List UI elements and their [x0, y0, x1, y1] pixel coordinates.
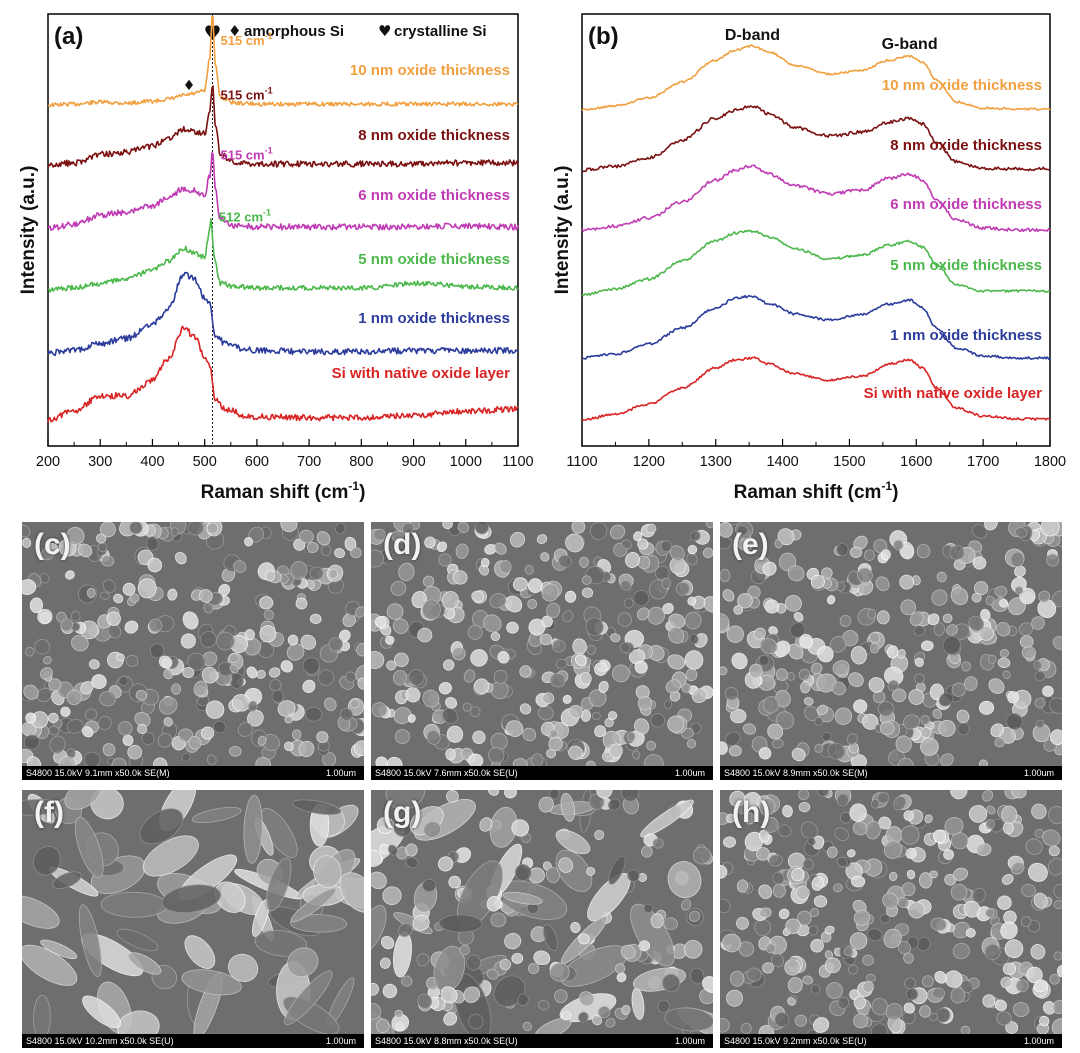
series-line	[581, 294, 1051, 360]
sem-info-bar: S4800 15.0kV 8.8mm x50.0k SE(U) 1.00um	[371, 1034, 713, 1048]
sem-image-c: (c) S4800 15.0kV 9.1mm x50.0k SE(M) 1.00um	[22, 522, 364, 780]
x-tick-label: 1400	[766, 454, 798, 470]
sem-info-bar: S4800 15.0kV 10.2mm x50.0k SE(U) 1.00um	[22, 1034, 364, 1048]
series-label: 10 nm oxide thickness	[350, 62, 510, 79]
legend-symbol: ♦	[228, 22, 241, 40]
y-axis-label: Intensity (a.u.)	[18, 166, 39, 295]
x-tick-label: 1600	[900, 454, 932, 470]
sem-panel-label: (f)	[34, 796, 64, 829]
sem-panel-label: (e)	[732, 528, 769, 561]
series-label: 6 nm oxide thickness	[890, 196, 1042, 213]
panel-label: (b)	[588, 23, 619, 50]
band-label: D-band	[725, 27, 780, 44]
x-tick-label: 400	[140, 454, 164, 470]
sem-info-bar: S4800 15.0kV 7.6mm x50.0k SE(U) 1.00um	[371, 766, 713, 780]
x-tick-label: 600	[245, 454, 269, 470]
amorphous-marker: ♦	[183, 78, 196, 94]
sem-scale-label: 1.00um	[1023, 768, 1054, 778]
x-tick-label: 1500	[833, 454, 865, 470]
series-label: 6 nm oxide thickness	[358, 187, 510, 204]
x-axis-label: Raman shift (cm-1)	[201, 479, 366, 503]
series-line	[581, 164, 1051, 233]
legend-label: crystalline Si	[394, 23, 487, 40]
x-tick-label: 500	[193, 454, 217, 470]
sem-acquisition-info: S4800 15.0kV 9.1mm x50.0k SE(M)	[26, 768, 170, 778]
sem-panel-label: (c)	[34, 528, 71, 561]
panel-label: (a)	[54, 23, 83, 50]
series-label: Si with native oxide layer	[332, 365, 511, 382]
sem-image-d: (d) S4800 15.0kV 7.6mm x50.0k SE(U) 1.00um	[371, 522, 713, 780]
peak-label: 515 cm-1	[221, 146, 273, 163]
y-axis-label: Intensity (a.u.)	[552, 166, 573, 295]
peak-label: 515 cm-1	[221, 85, 273, 102]
series-label: 8 nm oxide thickness	[358, 127, 510, 144]
sem-scale-label: 1.00um	[325, 1036, 356, 1046]
sem-panel-label: (g)	[383, 796, 422, 829]
series-line	[581, 44, 1051, 112]
x-tick-label: 1700	[967, 454, 999, 470]
peak-label: 512 cm-1	[219, 208, 271, 225]
sem-acquisition-info: S4800 15.0kV 8.9mm x50.0k SE(M)	[724, 768, 868, 778]
sem-scale-label: 1.00um	[674, 768, 705, 778]
sem-acquisition-info: S4800 15.0kV 7.6mm x50.0k SE(U)	[375, 768, 518, 778]
x-tick-label: 900	[401, 454, 425, 470]
raman-charts: 200 300 400 500 600 700 800 900 1000 1100 Raman sh…	[18, 13, 1066, 503]
sem-image-h: (h) S4800 15.0kV 9.2mm x50.0k SE(U) 1.00um	[720, 790, 1062, 1048]
x-tick-label: 800	[349, 454, 373, 470]
sem-info-bar: S4800 15.0kV 8.9mm x50.0k SE(M) 1.00um	[720, 766, 1062, 780]
sem-texture	[371, 522, 713, 766]
x-tick-label: 1100	[502, 454, 533, 470]
x-tick-label: 700	[297, 454, 321, 470]
x-tick-label: 1000	[450, 454, 482, 470]
chart-panel-a: 200 300 400 500 600 700 800 900 1000 1100 Raman sh…	[18, 13, 534, 503]
sem-image-e: (e) S4800 15.0kV 8.9mm x50.0k SE(M) 1.00um	[720, 522, 1062, 780]
series-line	[47, 218, 519, 293]
x-tick-label: 1300	[700, 454, 732, 470]
series-line	[581, 356, 1051, 422]
sem-acquisition-info: S4800 15.0kV 9.2mm x50.0k SE(U)	[724, 1036, 867, 1046]
sem-info-bar: S4800 15.0kV 9.1mm x50.0k SE(M) 1.00um	[22, 766, 364, 780]
x-tick-label: 1800	[1034, 454, 1066, 470]
series-label: Si with native oxide layer	[864, 385, 1043, 402]
series-label: 1 nm oxide thickness	[358, 310, 510, 327]
series-line	[581, 105, 1051, 173]
sem-panel-label: (d)	[383, 528, 422, 561]
series-label: 5 nm oxide thickness	[358, 251, 510, 268]
sem-texture	[22, 522, 364, 766]
peak-label: 515 cm-1	[221, 31, 273, 48]
series-line	[47, 15, 519, 108]
chart-panel-b: 1100 1200 1300 1400 1500 1600 1700 1800 Raman sh…	[552, 13, 1066, 503]
sem-image-g: (g) S4800 15.0kV 8.8mm x50.0k SE(U) 1.00um	[371, 790, 713, 1048]
x-tick-label: 1200	[633, 454, 665, 470]
sem-texture	[371, 790, 713, 1034]
sem-image-f: (f) S4800 15.0kV 10.2mm x50.0k SE(U) 1.00u…	[22, 790, 364, 1048]
sem-texture	[720, 522, 1062, 766]
series-label: 5 nm oxide thickness	[890, 257, 1042, 274]
series-line	[47, 152, 519, 231]
series-line	[47, 85, 519, 169]
sem-info-bar: S4800 15.0kV 9.2mm x50.0k SE(U) 1.00um	[720, 1034, 1062, 1048]
sem-scale-label: 1.00um	[1023, 1036, 1054, 1046]
series-line	[47, 271, 519, 357]
x-tick-label: 300	[88, 454, 112, 470]
sem-acquisition-info: S4800 15.0kV 8.8mm x50.0k SE(U)	[375, 1036, 518, 1046]
legend-label: amorphous Si	[244, 23, 344, 40]
series-label: 1 nm oxide thickness	[890, 327, 1042, 344]
series-label: 8 nm oxide thickness	[890, 137, 1042, 154]
series-line	[47, 325, 519, 423]
series-line	[581, 229, 1051, 297]
series-label: 10 nm oxide thickness	[882, 77, 1042, 94]
sem-acquisition-info: S4800 15.0kV 10.2mm x50.0k SE(U)	[26, 1036, 174, 1046]
sem-texture	[720, 790, 1062, 1034]
crystalline-marker: ♥	[204, 21, 222, 45]
legend-symbol: ♥	[378, 22, 391, 40]
sem-texture	[22, 790, 364, 1034]
x-tick-label: 200	[36, 454, 60, 470]
sem-scale-label: 1.00um	[674, 1036, 705, 1046]
x-tick-label: 1100	[566, 454, 597, 470]
x-axis-label: Raman shift (cm-1)	[734, 479, 899, 503]
band-label: G-band	[882, 36, 938, 53]
sem-panel-label: (h)	[732, 796, 771, 829]
sem-scale-label: 1.00um	[325, 768, 356, 778]
